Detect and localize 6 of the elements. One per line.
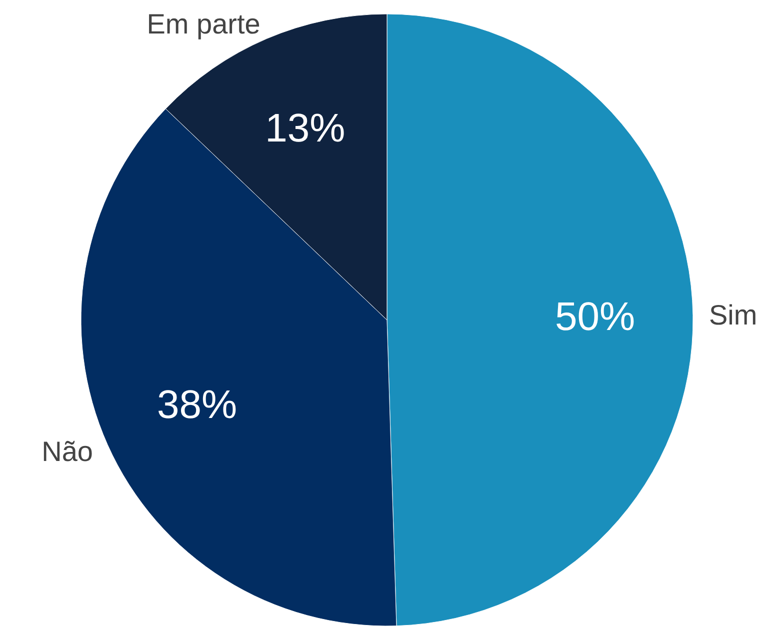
data-label: 50% <box>555 294 636 339</box>
slice-label: Sim <box>708 299 758 330</box>
data-label: 13% <box>265 106 346 151</box>
data-label: 38% <box>156 382 238 427</box>
slice-label: Não <box>42 436 93 467</box>
slice-label: Em parte <box>146 8 260 40</box>
